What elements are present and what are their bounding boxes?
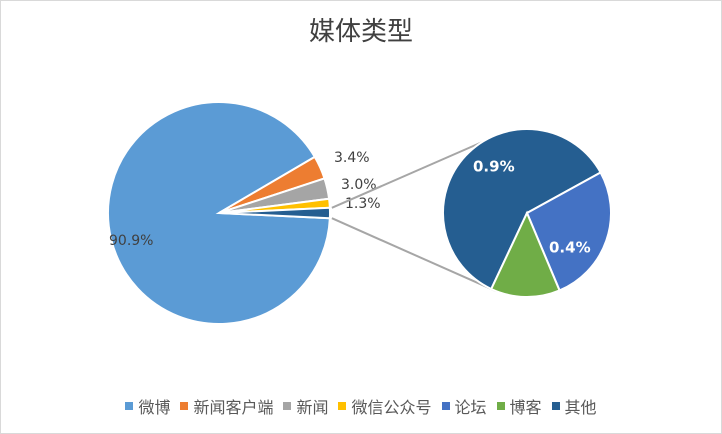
legend-swatch <box>441 402 450 410</box>
legend-item: 微信公众号 <box>338 394 432 418</box>
legend-swatch <box>125 402 134 410</box>
legend-label: 论坛 <box>454 398 487 417</box>
legend-item: 新闻客户端 <box>180 394 273 418</box>
legend-item: 博客 <box>496 394 542 418</box>
legend-swatch <box>338 402 347 410</box>
chart-title: 媒体类型 <box>308 17 413 47</box>
legend-label: 博客 <box>509 398 542 417</box>
legend-label: 微信公众号 <box>351 398 432 417</box>
legend-item: 其他 <box>551 394 597 418</box>
legend: 微博 新闻客户端 新闻 微信公众号 论坛 博客 其他 <box>1 394 721 418</box>
secondary-pie-slice-0 <box>442 128 602 291</box>
main-pie-label-3: 1.3% <box>345 196 381 212</box>
main-pie-label-1: 3.4% <box>334 150 370 166</box>
legend-swatch <box>496 402 505 410</box>
main-pie-slice-4 <box>218 206 331 220</box>
legend-swatch <box>283 402 292 410</box>
secondary-pie-slice-2 <box>489 210 561 298</box>
main-pie-label-2: 3.0% <box>341 177 377 193</box>
secondary-pie-label-0: 0.9% <box>473 158 515 176</box>
connector-line-bottom <box>331 217 497 293</box>
legend-label: 其他 <box>564 398 597 417</box>
secondary-pie-label-1: 0.4% <box>549 239 591 257</box>
legend-item: 论坛 <box>441 394 487 418</box>
legend-item: 新闻 <box>283 394 328 418</box>
legend-swatch <box>551 402 560 410</box>
legend-item: 微博 <box>125 394 170 418</box>
legend-label: 新闻客户端 <box>193 398 274 417</box>
legend-label: 微博 <box>138 398 171 417</box>
main-pie-label-0: 90.9% <box>109 233 153 249</box>
legend-swatch <box>180 402 189 410</box>
legend-label: 新闻 <box>296 398 329 417</box>
